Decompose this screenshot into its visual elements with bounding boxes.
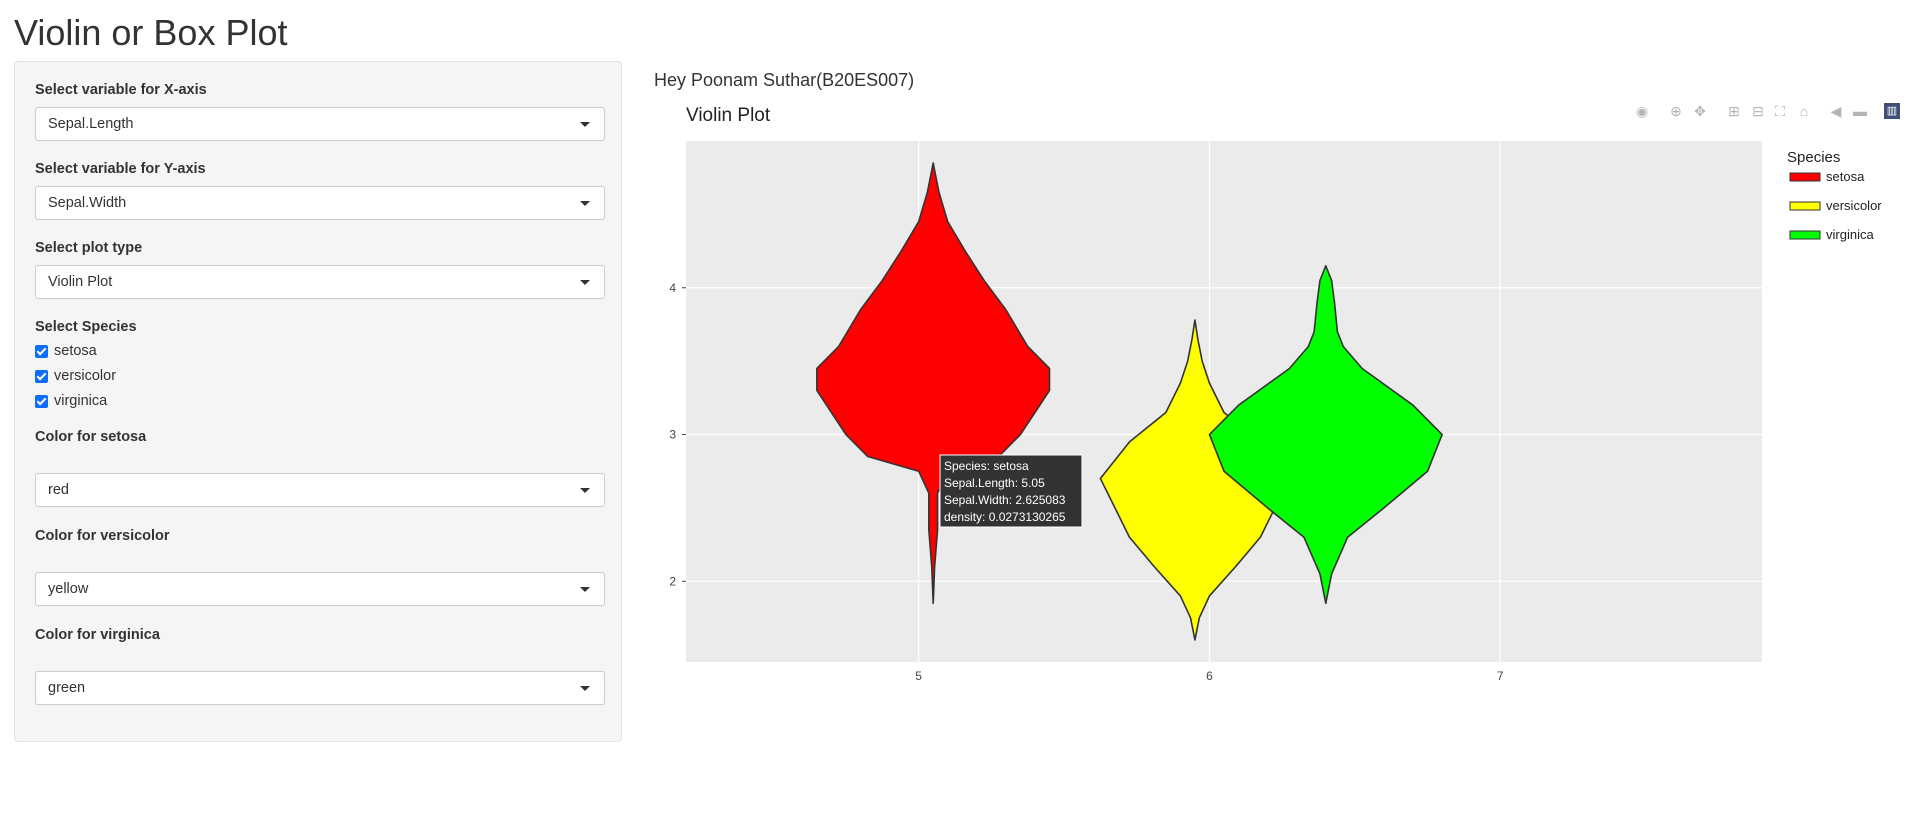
chevron-down-icon xyxy=(580,587,590,592)
tooltip-line: Sepal.Width: 2.625083 xyxy=(944,493,1066,507)
checkbox-label: setosa xyxy=(54,343,97,359)
plot-type-label: Select plot type xyxy=(35,240,143,256)
plot-type-select-value: Violin Plot xyxy=(48,274,113,290)
autoscale-icon[interactable]: ⛶ xyxy=(1775,103,1785,119)
plotly-logo-icon[interactable]: ▥ xyxy=(1884,103,1900,119)
species-checkbox-versicolor[interactable]: versicolor xyxy=(35,367,116,385)
pan-icon[interactable]: ✥ xyxy=(1694,103,1706,119)
chevron-down-icon xyxy=(580,122,590,127)
x-axis-label: Select variable for X-axis xyxy=(35,82,207,98)
zoom-icon[interactable]: ⊕ xyxy=(1670,103,1682,119)
checkbox-label: versicolor xyxy=(54,368,117,384)
species-checkbox-setosa[interactable]: setosa xyxy=(35,342,97,360)
y-axis-label: Select variable for Y-axis xyxy=(35,161,206,177)
species-label: Select Species xyxy=(35,319,137,335)
x-tick-label: 5 xyxy=(915,669,922,683)
color-setosa-value: red xyxy=(48,482,69,498)
tooltip-line: Sepal.Length: 5.05 xyxy=(944,476,1045,490)
tooltip-line: density: 0.0273130265 xyxy=(944,510,1066,524)
greeting-text: Hey Poonam Suthar(B20ES007) xyxy=(654,70,915,90)
camera-icon[interactable]: ◉ xyxy=(1635,103,1649,119)
chart-title: Violin Plot xyxy=(686,105,771,126)
chevron-down-icon xyxy=(580,488,590,493)
checkbox-checked-icon[interactable] xyxy=(35,369,48,383)
zoom-in-icon[interactable]: ⊞ xyxy=(1728,103,1740,119)
species-checkbox-virginica[interactable]: virginica xyxy=(35,392,107,410)
color-virginica-value: green xyxy=(48,680,86,696)
plot-type-select[interactable]: Violin Plot xyxy=(35,265,605,299)
chevron-down-icon xyxy=(580,201,590,206)
y-tick-label: 3 xyxy=(669,428,676,442)
y-tick-label: 2 xyxy=(669,574,676,588)
y-axis-select[interactable]: Sepal.Width xyxy=(35,186,605,220)
reset-axes-icon[interactable]: ⌂ xyxy=(1799,103,1809,119)
legend-label-versicolor[interactable]: versicolor xyxy=(1826,198,1882,213)
legend-title: Species xyxy=(1787,149,1840,166)
chevron-down-icon xyxy=(580,280,590,285)
zoom-out-icon[interactable]: ⊟ xyxy=(1752,103,1764,119)
legend-swatch-virginica[interactable] xyxy=(1789,230,1821,240)
x-axis-select[interactable]: Sepal.Length xyxy=(35,107,605,141)
tooltip-line: Species: setosa xyxy=(944,459,1029,473)
x-tick-label: 7 xyxy=(1497,669,1504,683)
color-versicolor-label: Color for versicolor xyxy=(35,528,170,544)
color-virginica-select[interactable]: green xyxy=(35,671,605,705)
violin-versicolor[interactable] xyxy=(1099,319,1291,641)
hover-tooltip xyxy=(939,454,1083,528)
violin-virginica[interactable] xyxy=(1208,264,1443,605)
plot-area xyxy=(686,141,1762,662)
chevron-down-icon xyxy=(580,686,590,691)
hover-compare-icon[interactable]: ▬ xyxy=(1853,103,1867,119)
color-versicolor-select[interactable]: yellow xyxy=(35,572,605,606)
color-setosa-select[interactable]: red xyxy=(35,473,605,507)
legend-swatch-setosa[interactable] xyxy=(1789,172,1821,182)
color-setosa-label: Color for setosa xyxy=(35,429,147,445)
hover-closest-icon[interactable]: ◀ xyxy=(1830,103,1842,119)
page-title: Violin or Box Plot xyxy=(14,12,288,53)
sidebar-panel: Select variable for X-axis Sepal.Length … xyxy=(14,61,622,742)
checkbox-checked-icon[interactable] xyxy=(35,394,48,408)
color-versicolor-value: yellow xyxy=(48,581,89,597)
checkbox-checked-icon[interactable] xyxy=(35,344,48,358)
legend-label-virginica[interactable]: virginica xyxy=(1826,227,1874,242)
checkbox-label: virginica xyxy=(54,393,108,409)
x-axis-select-value: Sepal.Length xyxy=(48,116,134,132)
violin-setosa[interactable] xyxy=(816,162,1051,605)
color-virginica-label: Color for virginica xyxy=(35,627,160,643)
y-axis-select-value: Sepal.Width xyxy=(48,195,127,211)
x-tick-label: 6 xyxy=(1206,669,1213,683)
legend-swatch-versicolor[interactable] xyxy=(1789,201,1821,211)
tooltip-pointer xyxy=(939,482,940,497)
legend-label-setosa[interactable]: setosa xyxy=(1826,169,1865,184)
y-tick-label: 4 xyxy=(669,281,676,295)
